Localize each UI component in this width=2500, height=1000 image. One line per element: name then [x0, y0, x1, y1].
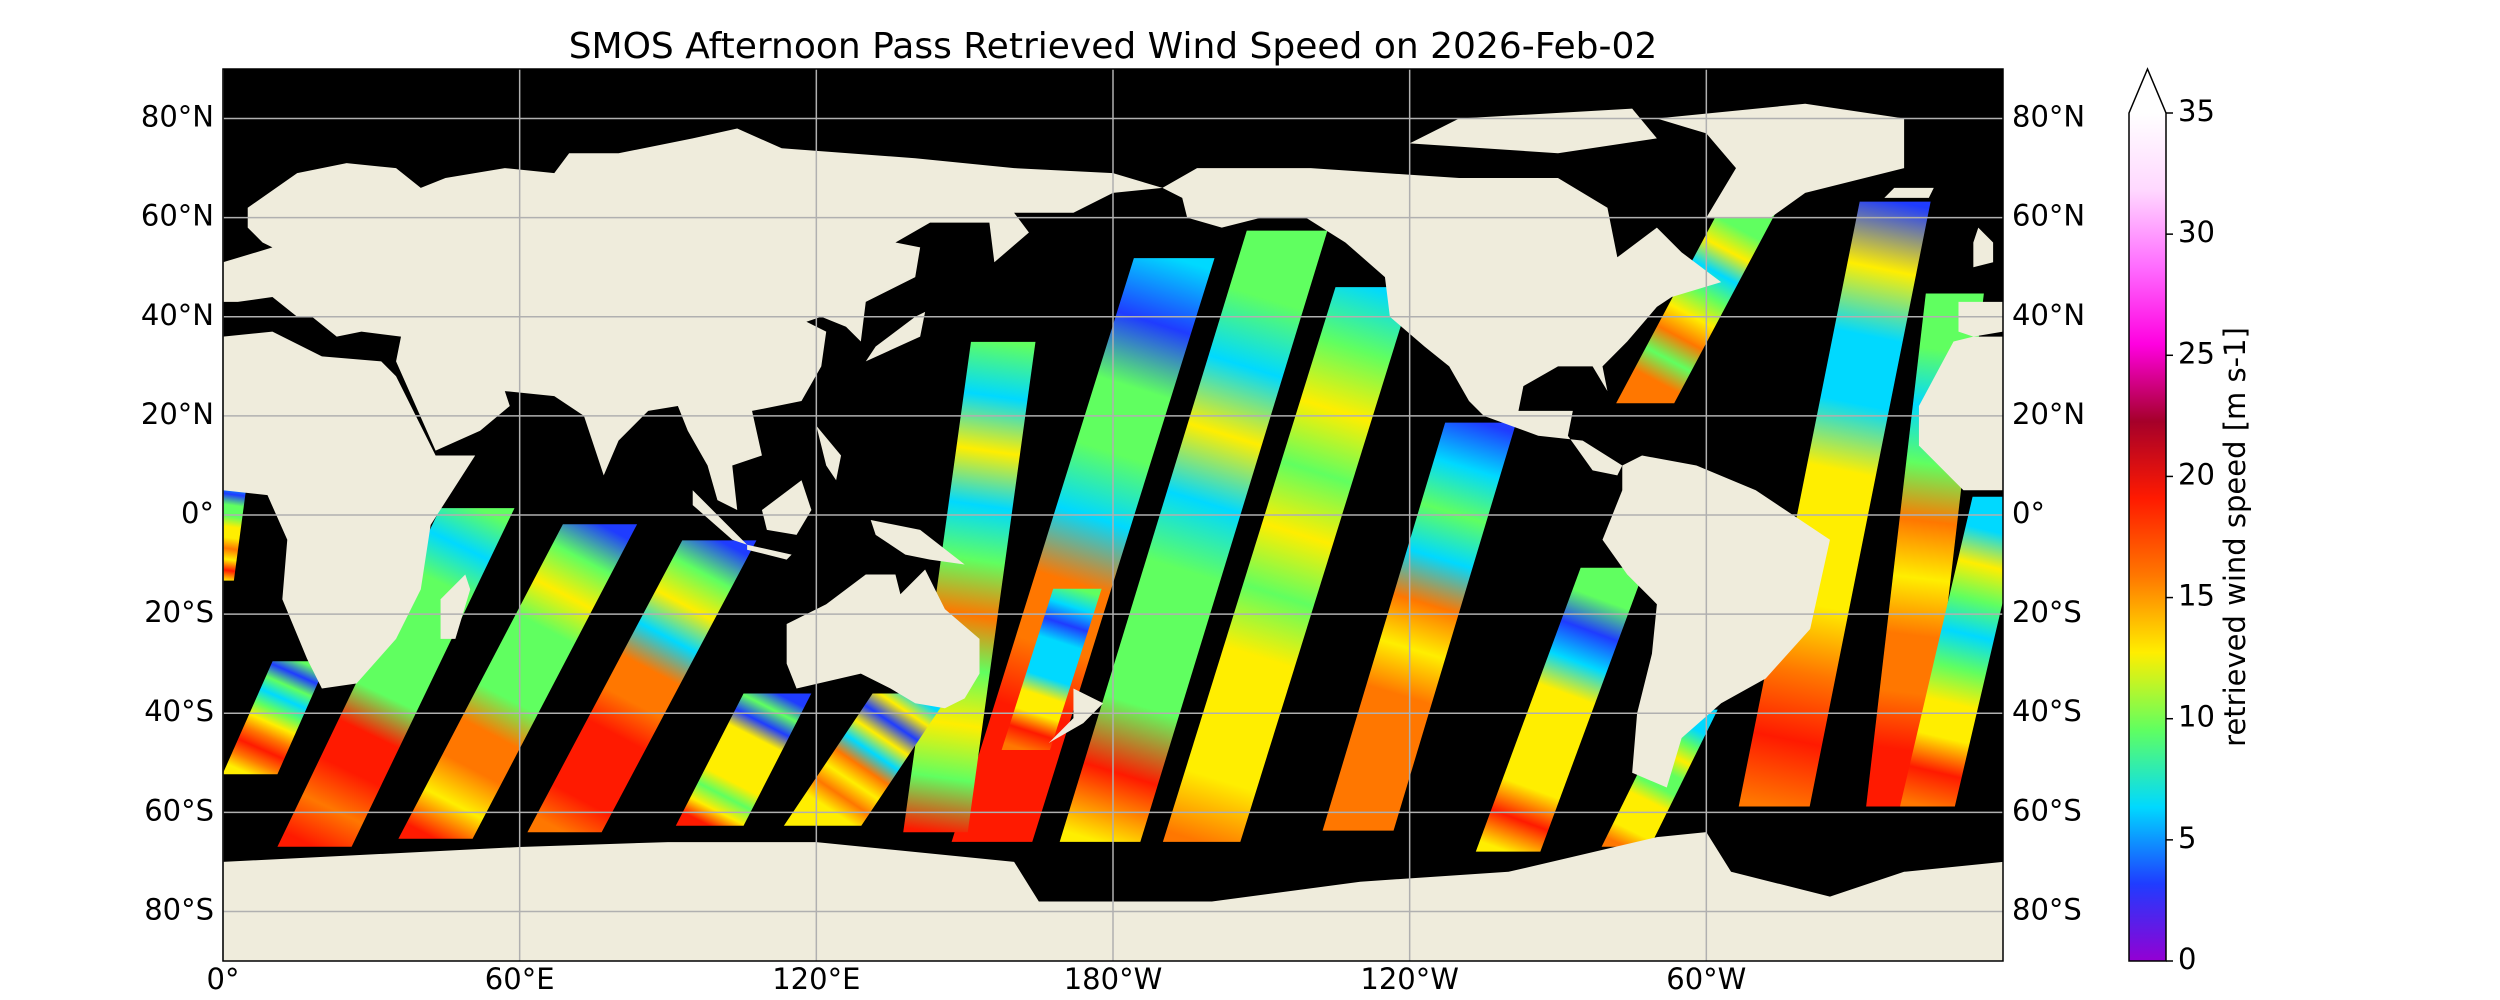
colorbar-tick-label: 10 — [2178, 700, 2215, 734]
colorbar-extend — [2129, 69, 2166, 113]
graticule: 0° 60°E 120°E 180°W 120°W 60°W 80°N 80°N 60°N 60°… — [141, 69, 2085, 996]
lat-tick-label: 40°N — [2012, 298, 2085, 332]
lat-tick-label: 40°S — [144, 694, 214, 728]
swath — [1738, 201, 1931, 807]
lon-tick-label: 120°E — [772, 962, 860, 996]
land — [1918, 336, 2003, 491]
land — [761, 480, 812, 535]
lat-tick-label: 60°N — [2012, 199, 2085, 233]
land — [816, 425, 842, 481]
colorbar-tick-label: 25 — [2178, 336, 2215, 370]
land — [223, 128, 1163, 511]
swath — [398, 524, 638, 839]
land — [1602, 455, 1830, 788]
lat-tick-label: 20°S — [2012, 595, 2082, 629]
lat-tick-label: 60°S — [2012, 793, 2082, 827]
land — [1884, 187, 1934, 198]
swath — [1322, 422, 1517, 831]
colorbar-tick-label: 30 — [2178, 215, 2215, 249]
swath — [1001, 588, 1102, 750]
land — [223, 331, 476, 689]
colorbar-tick-label: 35 — [2178, 94, 2215, 128]
land — [1656, 103, 1905, 218]
lat-tick-label: 40°N — [141, 298, 214, 332]
map-frame — [222, 68, 2004, 962]
lat-tick-label: 20°N — [141, 397, 214, 431]
colorbar-tick-label: 15 — [2178, 579, 2215, 613]
lat-tick-label: 0° — [181, 496, 214, 530]
lat-tick-label: 0° — [2012, 496, 2045, 530]
land — [1162, 168, 1722, 476]
swath — [1059, 230, 1328, 842]
land — [865, 311, 926, 362]
colorbar-ramp — [2129, 113, 2166, 961]
lat-tick-label: 20°N — [2012, 397, 2085, 431]
colorbar-tick-label: 5 — [2178, 821, 2196, 855]
swath — [223, 483, 247, 581]
lat-tick-label: 20°S — [144, 595, 214, 629]
colorbar: 0 5 10 15 20 25 30 35 retrieved wind speed [m s-… — [2128, 67, 2252, 976]
lon-tick-label: 120°W — [1360, 962, 1459, 996]
lat-tick-label: 60°N — [141, 199, 214, 233]
swath — [951, 258, 1215, 842]
lon-tick-label: 180°W — [1064, 962, 1163, 996]
swath — [1162, 287, 1413, 842]
lat-tick-label: 80°N — [141, 100, 214, 134]
lon-tick-label: 60°W — [1666, 962, 1746, 996]
land — [1048, 688, 1104, 743]
lat-tick-label: 40°S — [2012, 694, 2082, 728]
land — [1973, 227, 1994, 268]
swath — [1900, 496, 2003, 807]
lat-tick-label: 80°S — [2012, 892, 2082, 926]
swath — [1616, 206, 1780, 404]
land — [440, 574, 471, 639]
swath — [527, 540, 757, 833]
swath — [675, 693, 812, 826]
land — [223, 832, 2003, 961]
swath — [223, 661, 328, 775]
swath — [1475, 567, 1646, 852]
lon-tick-label: 0° — [207, 962, 240, 996]
land — [870, 519, 965, 565]
land — [747, 544, 792, 560]
map-title: SMOS Afternoon Pass Retrieved Wind Speed… — [569, 26, 1658, 67]
lat-tick-label: 80°N — [2012, 100, 2085, 134]
colorbar-tick-label: 20 — [2178, 457, 2215, 491]
colorbar-label: retrieved wind speed [m s-1] — [2218, 327, 2252, 747]
lat-tick-label: 80°S — [144, 892, 214, 926]
swath — [783, 693, 950, 826]
land — [1409, 108, 1657, 154]
land — [692, 490, 748, 545]
colorbar-tick-label: 0 — [2178, 942, 2196, 976]
colorbar-outline — [2128, 67, 2167, 962]
lon-tick-label: 60°E — [485, 962, 555, 996]
land — [786, 569, 980, 709]
lat-tick-label: 60°S — [144, 793, 214, 827]
land — [1958, 301, 2003, 337]
